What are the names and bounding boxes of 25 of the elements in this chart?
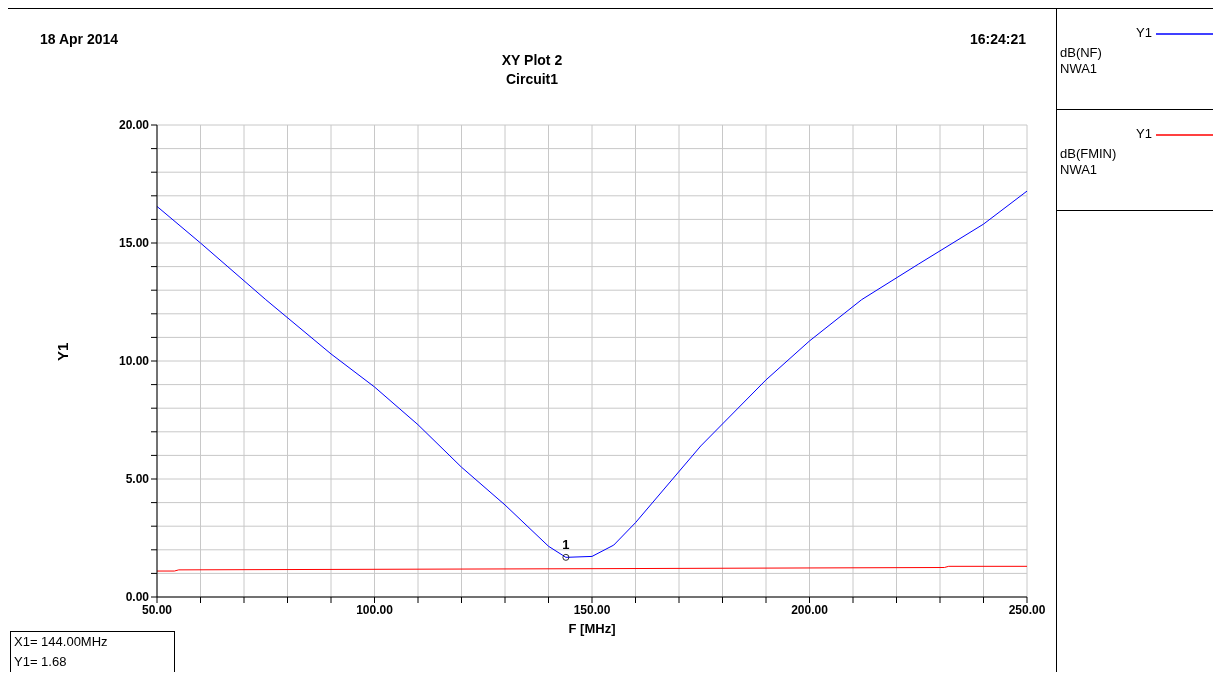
annotation: 1 — [562, 537, 570, 553]
text: X1= 144.00MHz — [14, 633, 109, 651]
text: dB(FMIN) — [1060, 146, 1117, 161]
y-tick-label: 0.00 — [125, 590, 150, 605]
y-tick-label: 10.00 — [118, 354, 150, 369]
text: Y1 — [1136, 126, 1152, 141]
text: dB(NF) — [1060, 45, 1102, 60]
text: 16:24:21 — [969, 31, 1026, 47]
text: NWA1 — [1060, 162, 1098, 177]
text: NWA1 — [1060, 61, 1098, 76]
x-tick-label: 200.00 — [791, 602, 829, 617]
text: Y1 — [1136, 25, 1152, 40]
x-tick-label: 150.00 — [573, 602, 611, 617]
chart-subtitle: Circuit1 — [504, 70, 560, 89]
x-tick-label: 50.00 — [141, 602, 173, 617]
x-axis-title: F [MHz] — [568, 621, 616, 636]
chart-title: XY Plot 2 — [500, 51, 564, 70]
y-axis-title: Y1 — [54, 342, 72, 361]
y-tick-label: 15.00 — [118, 236, 150, 251]
y-tick-label: 20.00 — [118, 118, 150, 133]
text: 18 Apr 2014 — [40, 31, 119, 47]
x-tick-label: 100.00 — [356, 602, 394, 617]
x-tick-label: 250.00 — [1008, 602, 1046, 617]
text: Y1= 1.68 — [14, 653, 68, 671]
y-tick-label: 5.00 — [125, 472, 150, 487]
